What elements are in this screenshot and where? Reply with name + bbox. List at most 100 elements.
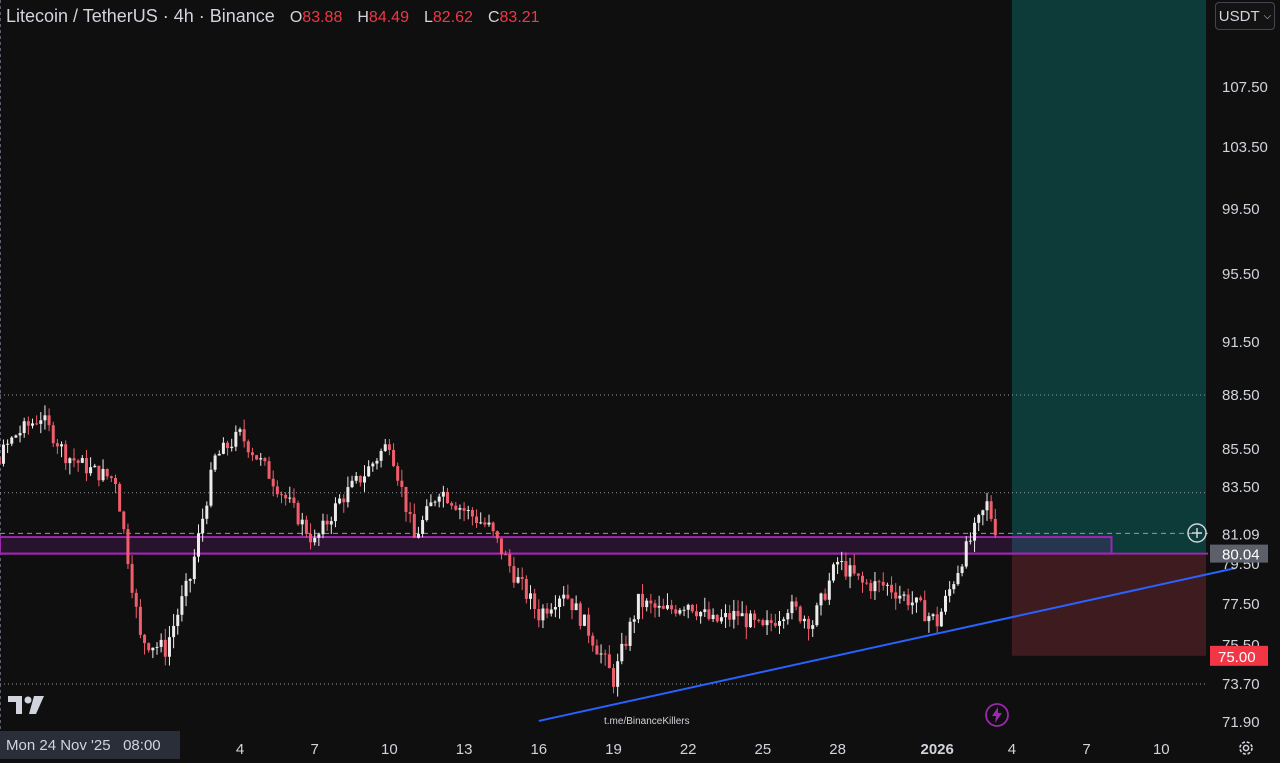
gear-icon[interactable] xyxy=(1236,738,1256,758)
candle-body xyxy=(856,573,860,576)
candle-body xyxy=(226,442,230,449)
candle-body xyxy=(902,594,906,596)
candle-body xyxy=(346,487,350,503)
candle-body xyxy=(657,605,661,608)
candle-body xyxy=(927,616,931,622)
candle-body xyxy=(416,533,420,538)
candle-body xyxy=(263,458,267,462)
candle-body xyxy=(661,605,665,609)
candle-body xyxy=(811,625,815,629)
zone-price-label: 80.04 xyxy=(1222,547,1260,564)
candle-body xyxy=(0,457,1,464)
candle-body xyxy=(761,620,765,626)
y-tick-label: 85.50 xyxy=(1222,441,1260,458)
candle-body xyxy=(898,595,902,599)
y-tick-label: 71.90 xyxy=(1222,714,1260,731)
tradingview-logo-icon[interactable] xyxy=(8,694,48,716)
candle-body xyxy=(744,613,748,628)
candle-body xyxy=(209,469,213,506)
candle-body xyxy=(234,431,238,447)
candle-body xyxy=(458,508,462,510)
candle-body xyxy=(919,597,923,601)
candle-body xyxy=(446,491,449,504)
candle-body xyxy=(72,458,76,461)
symbol-header: Litecoin / TetherUS · 4h · Binance O83.8… xyxy=(6,6,540,27)
candle-body xyxy=(400,480,404,487)
candle-body xyxy=(686,604,690,610)
x-tick-label: 4 xyxy=(1008,741,1016,758)
candle-body xyxy=(64,444,68,464)
candle-body xyxy=(246,441,250,453)
x-tick-label: 25 xyxy=(755,741,772,758)
candle-body xyxy=(653,603,657,608)
candle-body xyxy=(645,600,649,608)
candle-body xyxy=(101,468,105,481)
candle-body xyxy=(549,609,553,614)
candle-body xyxy=(217,453,221,456)
lightning-icon[interactable] xyxy=(984,702,1010,728)
candle-body xyxy=(412,514,416,538)
candle-body xyxy=(952,584,956,590)
candle-body xyxy=(512,566,516,583)
candle-body xyxy=(690,604,694,612)
candle-body xyxy=(167,637,171,657)
candle-body xyxy=(562,594,566,599)
currency-select[interactable]: USDT ⌵ xyxy=(1215,2,1275,30)
candle-body xyxy=(68,458,72,464)
candle-body xyxy=(188,579,192,581)
x-tick-label: 19 xyxy=(605,741,622,758)
entry-price-label: 81.09 xyxy=(1222,526,1260,543)
candle-body xyxy=(437,496,441,502)
candle-body xyxy=(786,613,790,620)
y-tick-label: 107.50 xyxy=(1222,79,1268,96)
y-tick-label: 91.50 xyxy=(1222,334,1260,351)
candle-body xyxy=(39,420,43,424)
candle-body xyxy=(831,564,835,581)
candle-body xyxy=(591,635,595,646)
candle-body xyxy=(441,491,445,497)
candle-body xyxy=(881,581,885,586)
candle-body xyxy=(375,460,379,464)
candle-body xyxy=(114,478,117,485)
add-alert-plus-icon[interactable] xyxy=(1186,522,1208,544)
candle-body xyxy=(387,444,391,450)
candle-body xyxy=(558,598,562,608)
candle-body xyxy=(350,480,354,488)
candle-body xyxy=(682,609,686,611)
stop-price-badge xyxy=(1210,645,1268,666)
candle-body xyxy=(367,466,371,477)
candles-group xyxy=(0,405,997,697)
x-tick-label: 7 xyxy=(1082,741,1090,758)
candle-body xyxy=(852,565,856,574)
candle-body xyxy=(358,475,362,483)
candle-body xyxy=(620,643,624,662)
candle-body xyxy=(981,510,985,516)
candle-body xyxy=(537,609,541,621)
candle-body xyxy=(155,646,159,648)
candle-body xyxy=(753,613,757,620)
candle-body xyxy=(587,614,591,636)
candle-body xyxy=(280,494,283,496)
candle-body xyxy=(773,622,777,626)
candle-body xyxy=(728,613,732,620)
candle-body xyxy=(624,643,628,646)
candle-body xyxy=(541,608,545,621)
candle-body xyxy=(865,582,869,584)
candle-body xyxy=(815,605,819,626)
candle-body xyxy=(914,597,918,603)
candle-body xyxy=(732,610,736,620)
candle-body xyxy=(844,561,848,577)
candle-body xyxy=(964,541,968,567)
candle-body xyxy=(97,465,101,481)
candle-body xyxy=(342,498,346,503)
candle-body xyxy=(475,516,479,523)
x-tick-label: 2026 xyxy=(921,741,954,758)
candle-body xyxy=(736,610,740,617)
candle-body xyxy=(109,476,113,479)
stop-price-label: 75.00 xyxy=(1218,649,1256,666)
candle-body xyxy=(371,463,375,467)
candle-body xyxy=(607,654,611,669)
candle-body xyxy=(782,619,786,622)
candle-body xyxy=(798,606,802,622)
